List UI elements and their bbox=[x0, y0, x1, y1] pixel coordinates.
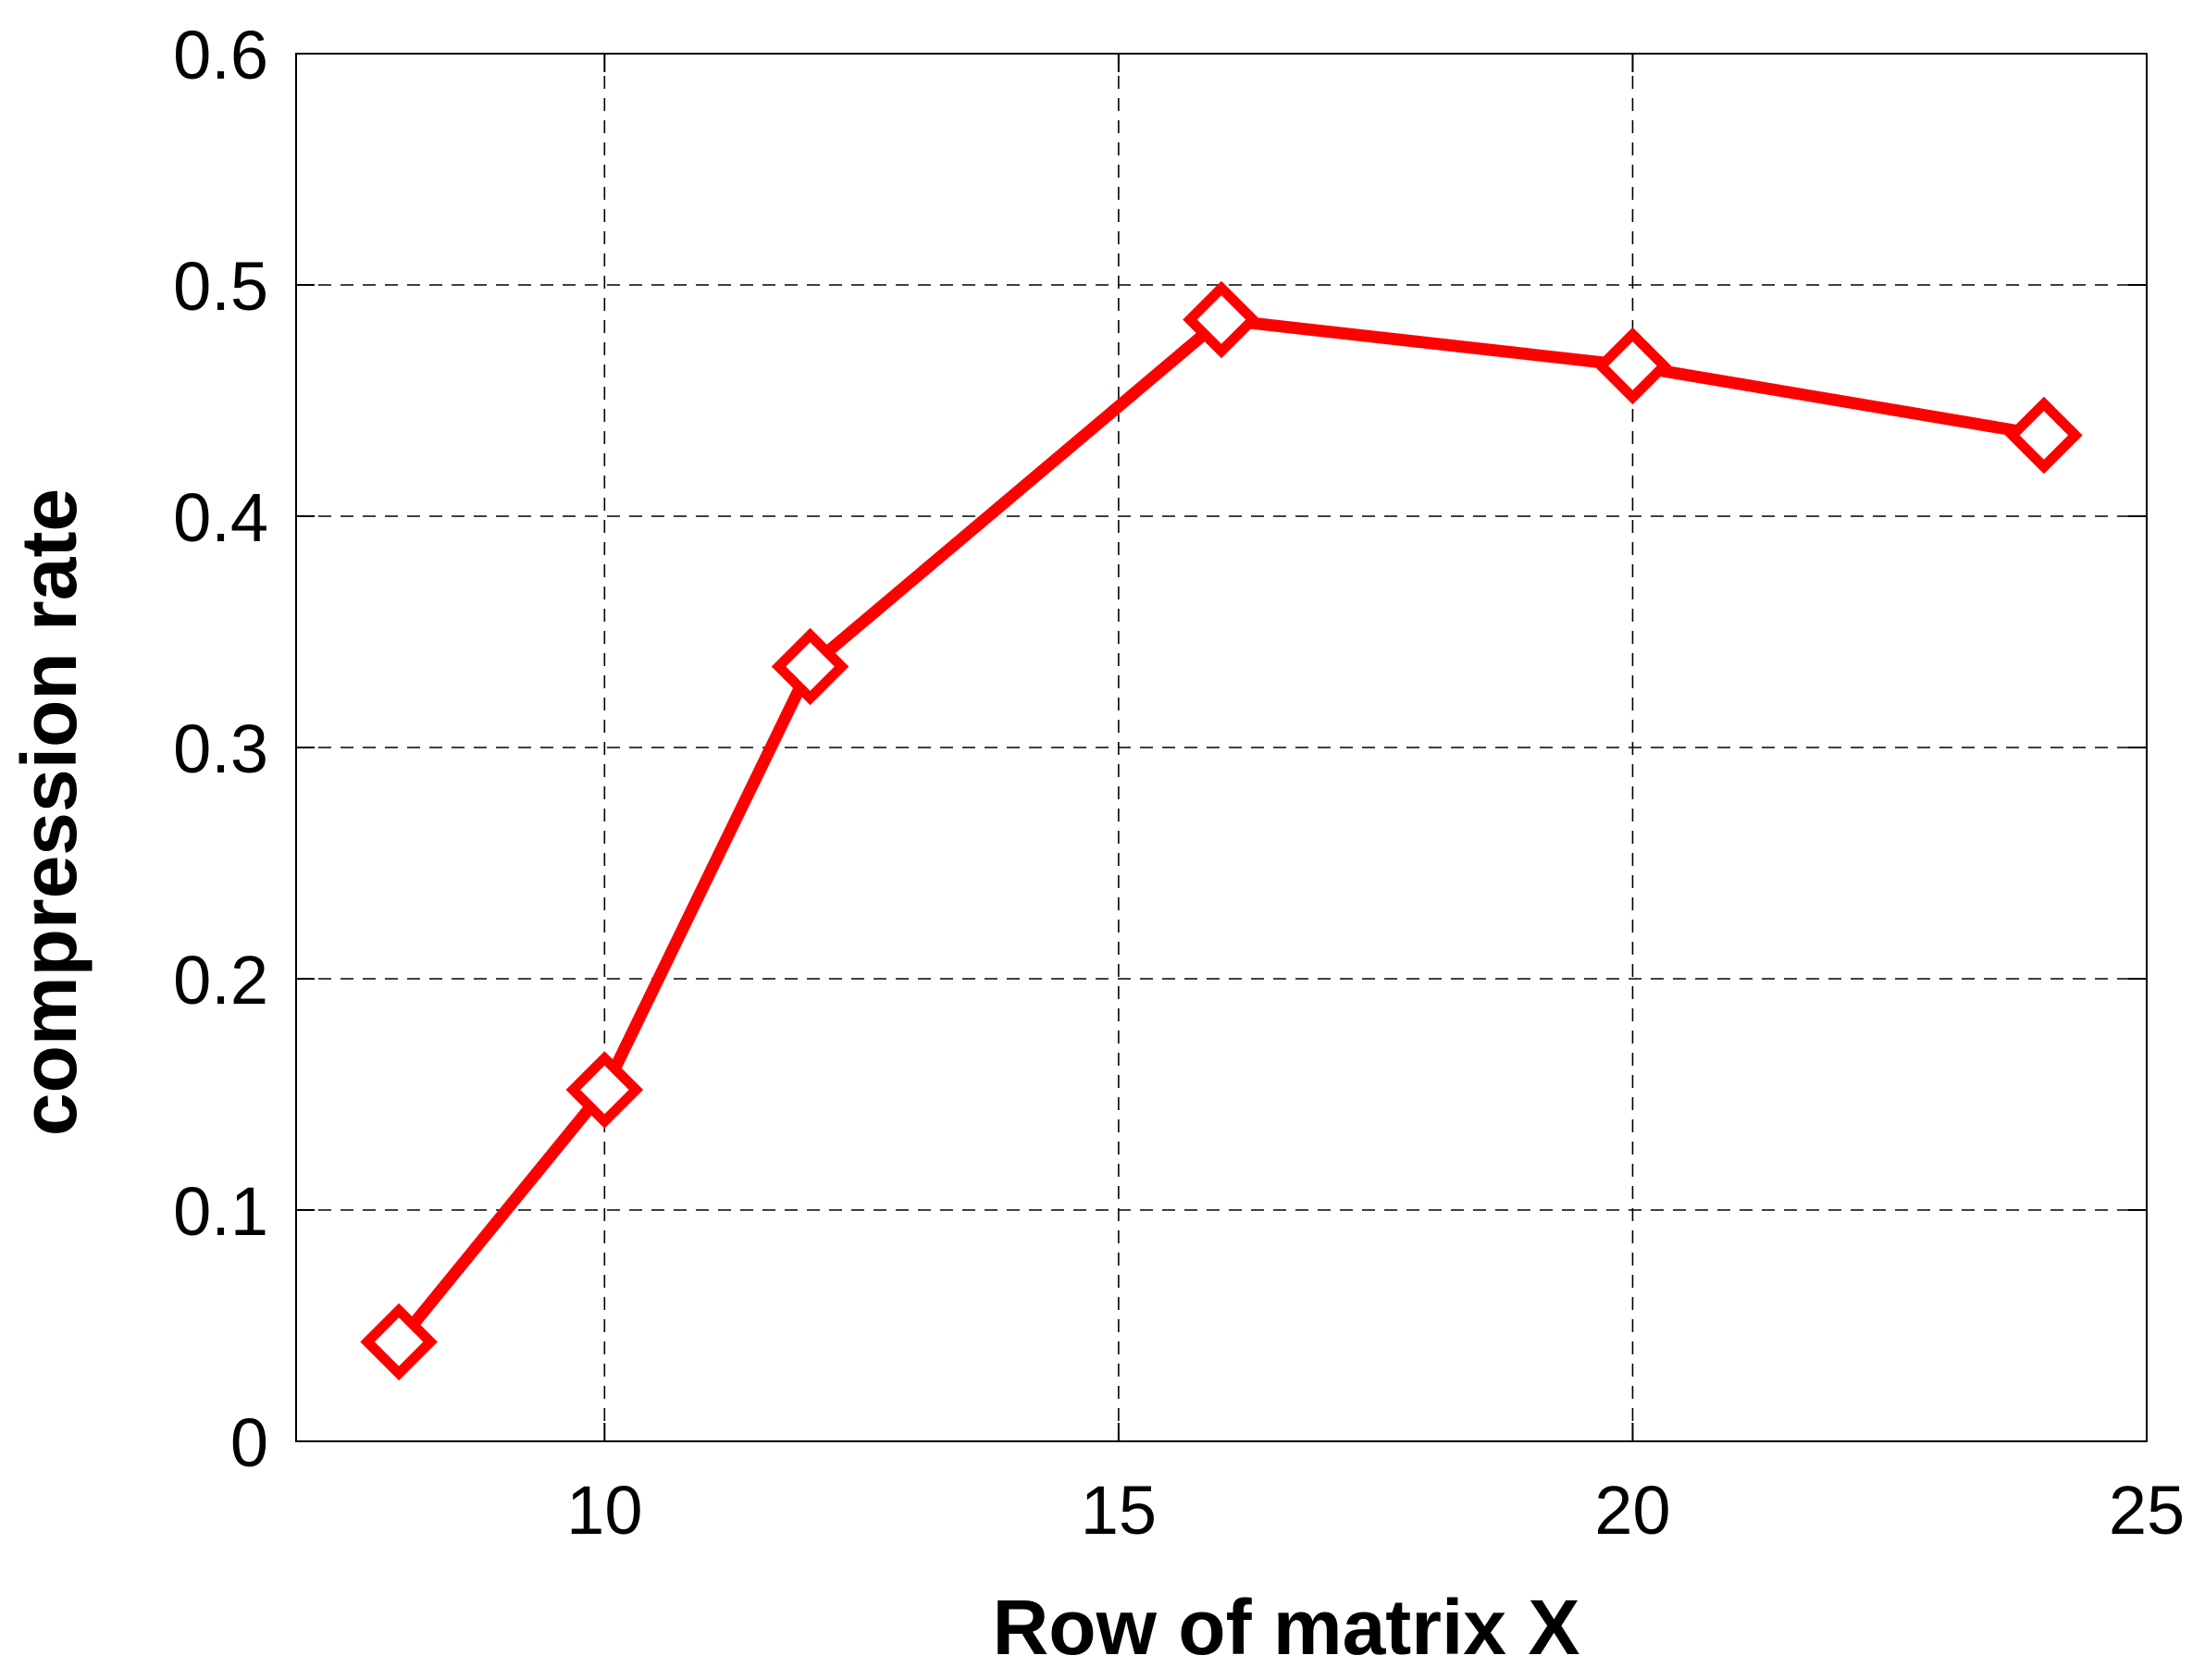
data-point-marker bbox=[360, 1303, 438, 1381]
y-tick-label: 0.4 bbox=[173, 479, 268, 556]
y-tick-label: 0 bbox=[230, 1404, 268, 1481]
grid-lines bbox=[296, 54, 2147, 1441]
y-tick-label: 0.2 bbox=[173, 942, 268, 1019]
y-tick-label: 0.5 bbox=[173, 248, 268, 325]
x-tick-label: 25 bbox=[2109, 1472, 2185, 1549]
tick-marks bbox=[296, 53, 2148, 1442]
x-tick-label: 10 bbox=[566, 1472, 642, 1549]
series-line bbox=[392, 314, 2050, 1348]
series-group bbox=[360, 280, 2083, 1381]
data-point-marker bbox=[1593, 327, 1672, 405]
data-point-marker bbox=[565, 1051, 644, 1129]
data-point-marker bbox=[1183, 280, 1260, 359]
data-point-marker bbox=[2005, 396, 2083, 475]
x-tick-label: 15 bbox=[1081, 1472, 1157, 1549]
x-axis-title: Row of matrix X bbox=[993, 1584, 1580, 1671]
tick-labels: 10 15 20 25 0 0.1 0.2 0.3 0.4 0.5 0.6 bbox=[173, 17, 2185, 1549]
y-tick-label: 0.3 bbox=[173, 710, 268, 787]
x-tick-label: 20 bbox=[1594, 1472, 1670, 1549]
y-axis-title: compression rate bbox=[6, 488, 93, 1136]
y-tick-label: 0.1 bbox=[173, 1173, 268, 1250]
y-tick-label: 0.6 bbox=[173, 17, 268, 93]
data-point-marker bbox=[771, 627, 849, 706]
